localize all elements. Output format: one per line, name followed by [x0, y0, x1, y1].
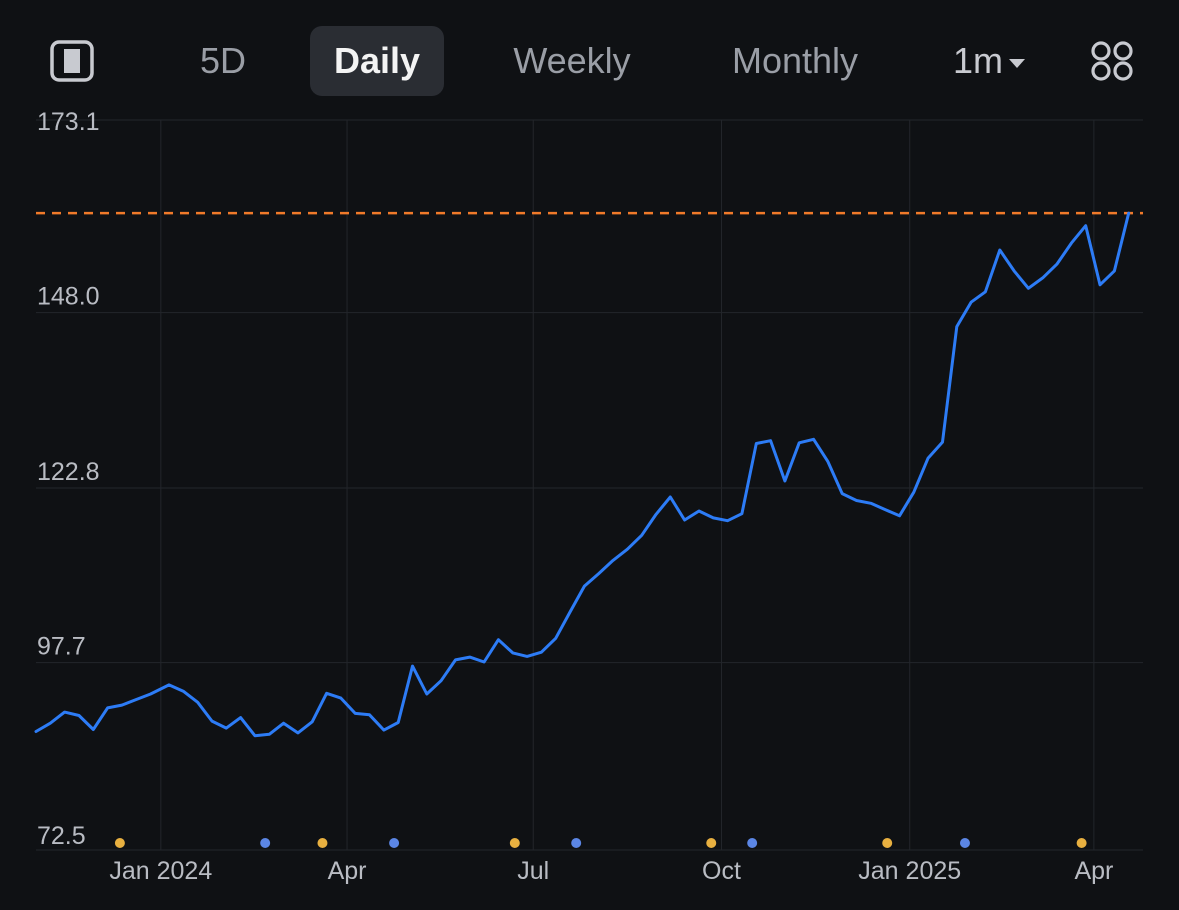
dividend-marker: [509, 838, 520, 848]
y-tick-label: 72.5: [37, 822, 86, 850]
dividend-marker: [882, 838, 893, 848]
y-tick-label: 97.7: [37, 633, 86, 661]
earnings-marker: [389, 838, 400, 848]
y-tick-label: 122.8: [37, 458, 100, 486]
four-circles-grid-icon[interactable]: [1090, 40, 1134, 82]
tab-monthly[interactable]: Monthly: [731, 40, 859, 81]
chevron-down-icon: [1009, 58, 1025, 68]
price-series: [34, 211, 1131, 738]
dividend-marker: [317, 838, 328, 848]
chart-grid: [36, 119, 1143, 851]
event-markers: [114, 838, 1087, 848]
x-tick-label: Jan 2025: [858, 857, 961, 885]
x-tick-label: Apr: [1074, 857, 1113, 885]
earnings-marker: [959, 838, 970, 848]
dividend-marker: [706, 838, 717, 848]
tab-weekly[interactable]: Weekly: [513, 40, 631, 81]
x-tick-label: Apr: [328, 857, 367, 885]
dividend-marker: [114, 838, 125, 848]
earnings-marker: [260, 838, 271, 848]
x-tick-label: Jul: [517, 857, 549, 885]
tab-5d[interactable]: 5D: [199, 40, 247, 81]
x-tick-label: Oct: [702, 857, 741, 885]
dividend-marker: [1076, 838, 1087, 848]
earnings-marker: [571, 838, 582, 848]
y-tick-label: 173.1: [37, 108, 100, 136]
earnings-marker: [747, 838, 758, 848]
split-panel-icon[interactable]: [50, 40, 94, 82]
series-line: [34, 211, 1131, 738]
y-axis: 173.1 148.0 122.8 97.7 72.5: [37, 108, 100, 850]
y-tick-label: 148.0: [37, 283, 100, 311]
range-label: 1m: [952, 40, 1003, 81]
chart-toolbar: 5D Daily Weekly Monthly 1m: [0, 0, 1179, 120]
x-axis: Jan 2024 Apr Jul Oct Jan 2025 Apr: [109, 857, 1113, 885]
x-tick-label: Jan 2024: [109, 857, 212, 885]
tab-daily[interactable]: Daily: [310, 26, 444, 96]
range-dropdown[interactable]: 1m: [936, 26, 1042, 96]
